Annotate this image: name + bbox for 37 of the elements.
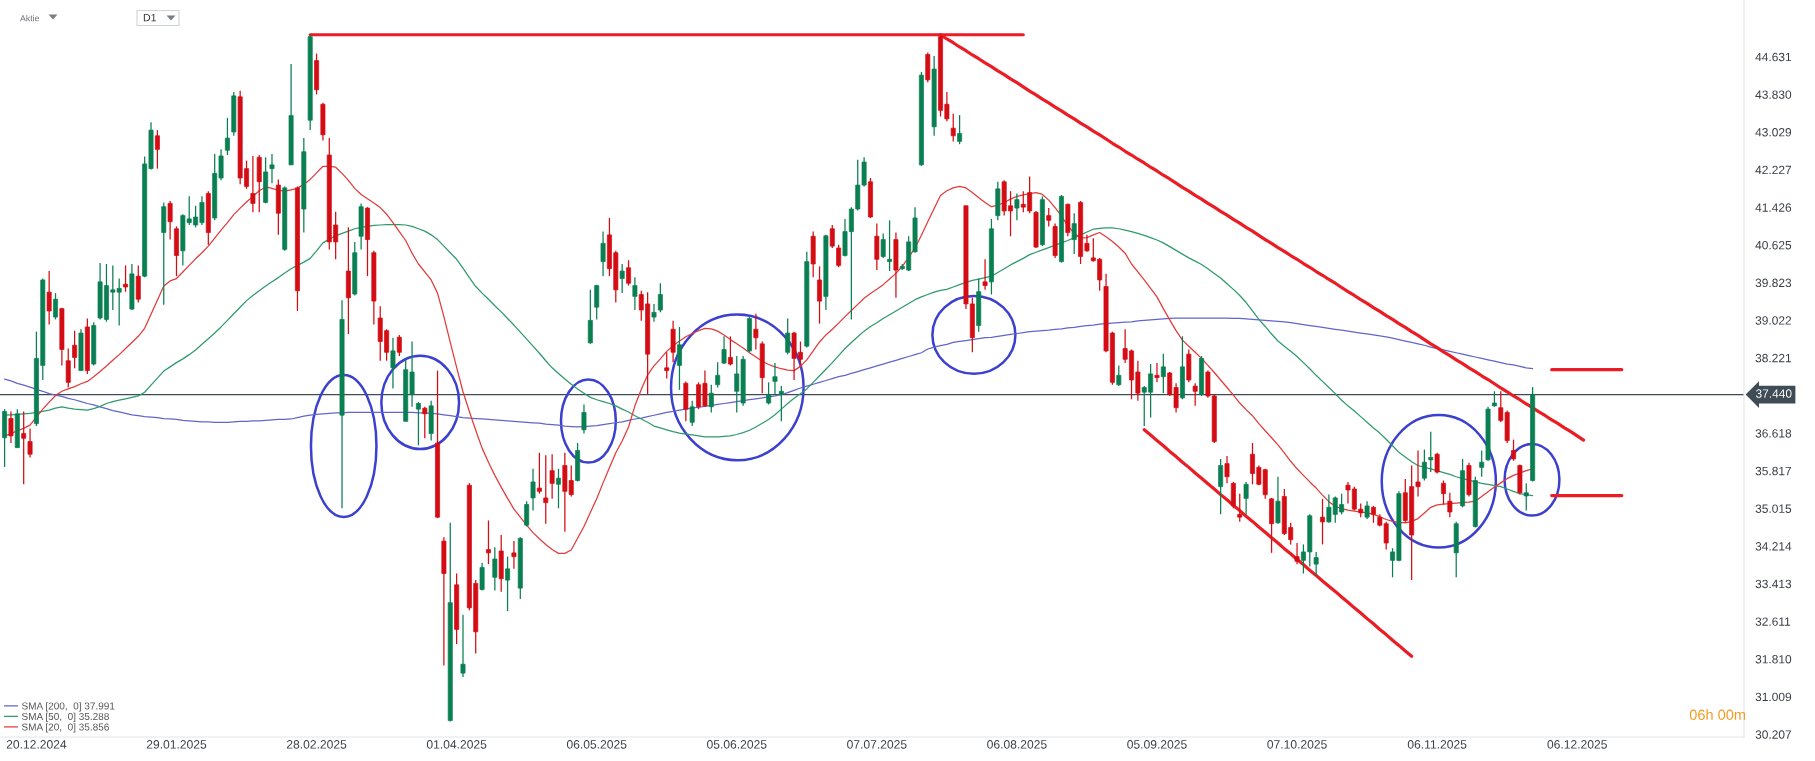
y-tick-label: 34.214 (1755, 542, 1792, 551)
x-tick-label: 06.12.2025 (1547, 740, 1607, 749)
x-tick-label: 06.05.2025 (566, 740, 627, 749)
legend-label: SMA [50, 0] 35.288 (21, 712, 109, 722)
y-tick-label: 44.631 (1755, 52, 1792, 62)
x-tick-label: 07.10.2025 (1267, 740, 1327, 749)
y-tick-label: 40.625 (1755, 240, 1792, 250)
x-tick-label: 05.06.2025 (707, 740, 767, 749)
x-tick-label: 05.09.2025 (1127, 740, 1187, 749)
x-tick-label: 06.08.2025 (987, 740, 1047, 749)
y-tick-label: 43.029 (1755, 128, 1792, 137)
legend-label: SMA [200, 0] 37.991 (21, 702, 115, 712)
legend-label: SMA [20, 0] 35.856 (21, 723, 109, 733)
y-tick-label: 35.015 (1755, 504, 1792, 513)
x-tick-label: 01.04.2025 (426, 740, 487, 749)
ref-line-label: 37.440 (1755, 389, 1792, 398)
y-tick-label: 36.618 (1755, 429, 1792, 438)
x-tick-label: 06.11.2025 (1407, 740, 1467, 749)
y-tick-label: 39.022 (1755, 316, 1792, 325)
x-tick-label: 28.02.2025 (286, 740, 347, 749)
x-tick-label: 07.07.2025 (847, 740, 907, 749)
x-tick-label: 29.01.2025 (146, 740, 207, 749)
y-tick-label: 42.227 (1755, 165, 1792, 175)
annotation: D1 (143, 13, 156, 22)
x-tick-label: 20.12.2024 (6, 740, 67, 749)
y-tick-label: 32.611 (1755, 617, 1791, 626)
y-tick-label: 43.830 (1755, 90, 1792, 99)
y-tick-label: 30.207 (1755, 730, 1792, 739)
y-tick-label: 31.810 (1755, 655, 1792, 664)
y-tick-label: 31.009 (1755, 692, 1792, 702)
annotation: Aktie (20, 14, 40, 22)
y-tick-label: 33.413 (1755, 579, 1792, 589)
annotation: 06h 00m (1689, 709, 1746, 720)
y-tick-label: 39.823 (1755, 278, 1792, 288)
y-tick-label: 38.221 (1755, 353, 1792, 363)
y-tick-label: 35.817 (1755, 466, 1792, 476)
y-tick-label: 41.426 (1755, 203, 1792, 212)
